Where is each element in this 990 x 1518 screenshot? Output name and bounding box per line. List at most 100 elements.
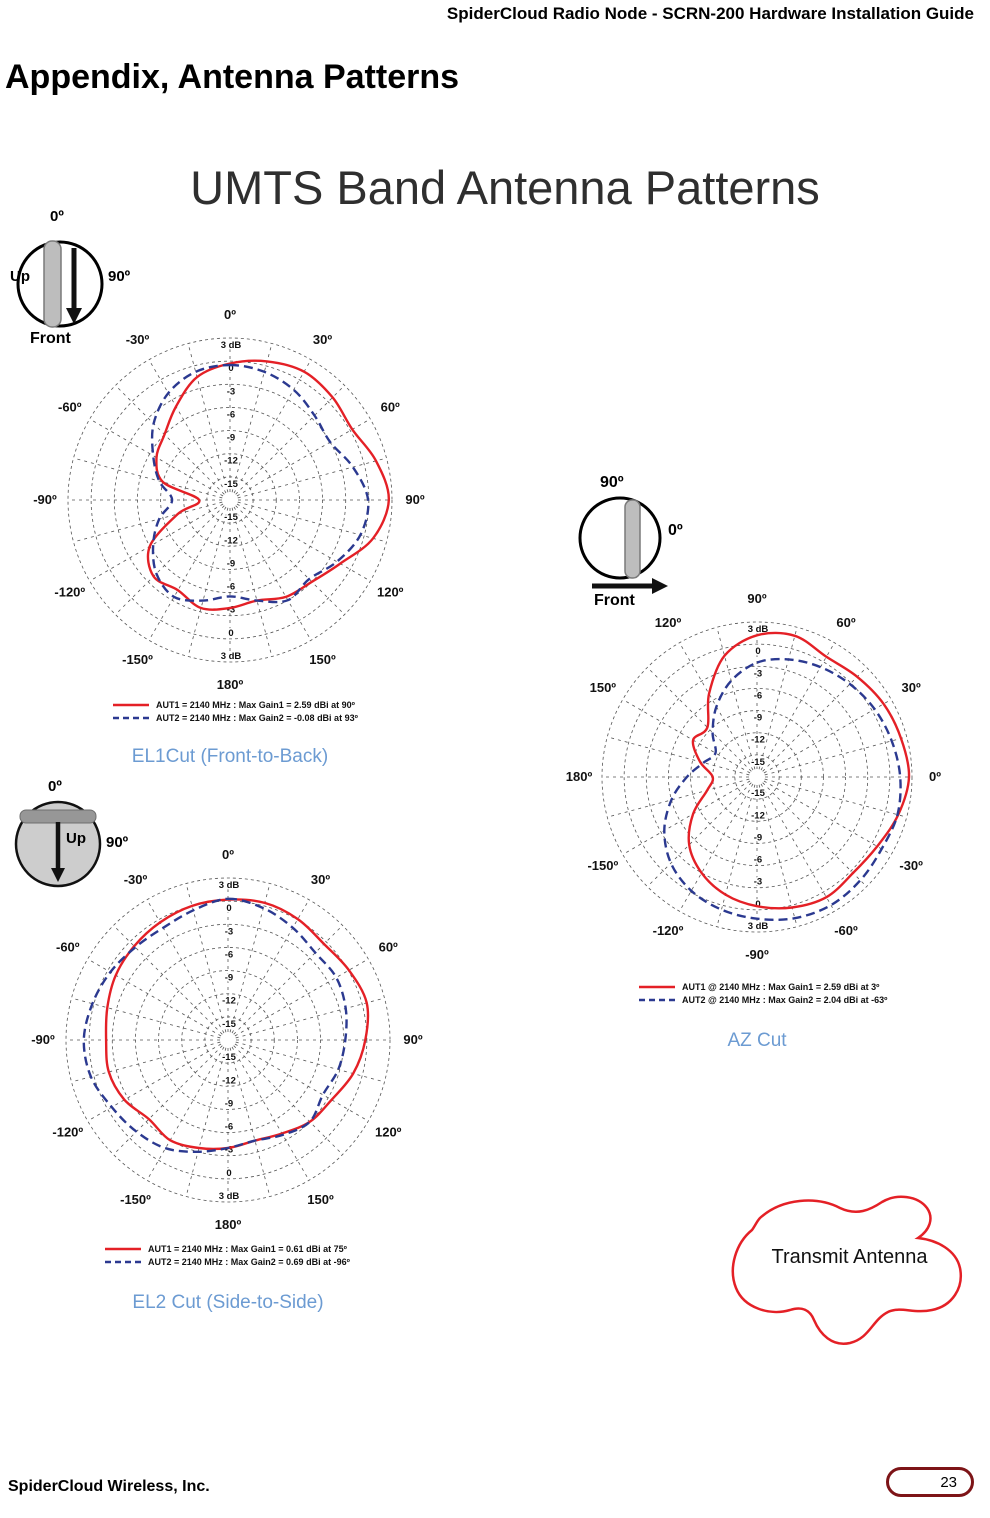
svg-text:-30º: -30º (126, 332, 150, 347)
svg-text:-15: -15 (224, 479, 238, 490)
legend-entry: AUT2 = 2140 MHz : Max Gain2 = 0.69 dBi a… (104, 1257, 404, 1267)
legend-entry: AUT1 = 2140 MHz : Max Gain1 = 0.61 dBi a… (104, 1244, 404, 1254)
legend-entry: AUT2 = 2140 MHz : Max Gain2 = -0.08 dBi … (112, 713, 412, 723)
az-orientation-icon: 90º 0º Front (570, 474, 720, 616)
el1-legend: AUT1 = 2140 MHz : Max Gain1 = 2.59 dBi a… (112, 700, 412, 723)
up-label: Up (66, 830, 86, 847)
svg-text:-6: -6 (227, 409, 235, 420)
svg-text:-9: -9 (754, 832, 762, 843)
page-title: Appendix, Antenna Patterns (5, 58, 460, 96)
el2-legend: AUT1 = 2140 MHz : Max Gain1 = 0.61 dBi a… (104, 1244, 404, 1267)
svg-text:0: 0 (228, 363, 233, 374)
svg-text:-3: -3 (227, 605, 235, 616)
up-label: Up (10, 268, 30, 285)
legend-text: AUT2 @ 2140 MHz : Max Gain2 = 2.04 dBi a… (682, 995, 888, 1005)
front-label: Front (30, 330, 71, 347)
svg-text:120º: 120º (375, 1125, 402, 1140)
transmit-antenna-label: Transmit Antenna (771, 1246, 928, 1268)
antenna-face-view-icon (14, 800, 102, 888)
legend-entry: AUT1 = 2140 MHz : Max Gain1 = 2.59 dBi a… (112, 700, 412, 710)
svg-text:-9: -9 (754, 713, 762, 724)
el1-polar-chart: 0º 30º 60º 90º 120º 150º 180º -150º -120º -90º -60… (20, 290, 440, 710)
svg-text:-9: -9 (225, 973, 233, 984)
svg-text:0º: 0º (929, 769, 941, 784)
aut1-curve (104, 898, 370, 1151)
svg-text:-6: -6 (754, 855, 762, 866)
legend-text: AUT1 = 2140 MHz : Max Gain1 = 0.61 dBi a… (148, 1244, 347, 1254)
svg-text:0: 0 (755, 646, 760, 657)
page-number: 23 (940, 1473, 957, 1491)
svg-text:-15: -15 (751, 757, 765, 768)
svg-text:-120º: -120º (653, 923, 684, 938)
svg-text:180º: 180º (217, 677, 244, 692)
az-legend: AUT1 @ 2140 MHz : Max Gain1 = 2.59 dBi a… (638, 982, 938, 1005)
svg-text:-6: -6 (225, 949, 233, 960)
el1-caption: EL1Cut (Front-to-Back) (131, 746, 329, 767)
solid-line-sample (105, 1247, 141, 1251)
svg-text:180º: 180º (215, 1217, 242, 1232)
svg-text:-9: -9 (225, 1098, 233, 1109)
svg-text:0: 0 (228, 628, 233, 639)
svg-text:3 dB: 3 dB (221, 651, 242, 662)
aut2-curve (82, 897, 348, 1153)
svg-text:0º: 0º (224, 307, 236, 322)
svg-text:-12: -12 (222, 996, 236, 1007)
dashed-line-sample (105, 1260, 141, 1264)
el2-polar-chart: 0º 30º 60º 90º 120º 150º 180º -150º -120º -90º -60… (18, 830, 438, 1250)
svg-text:3 dB: 3 dB (219, 880, 240, 891)
svg-text:120º: 120º (377, 585, 404, 600)
svg-text:-90º: -90º (745, 947, 769, 962)
svg-text:-12: -12 (224, 535, 238, 546)
az-plot: 90º 60º 30º 0º -30º -60º -90º -120º -150º 180º 150… (566, 591, 941, 962)
aut2-curve (663, 657, 902, 921)
svg-text:-60º: -60º (834, 923, 858, 938)
svg-text:0: 0 (226, 903, 231, 914)
legend-text: AUT1 @ 2140 MHz : Max Gain1 = 2.59 dBi a… (682, 982, 880, 992)
svg-text:30º: 30º (313, 332, 332, 347)
angle-label-90: 90º (600, 474, 624, 491)
el2-orientation-icon: 0º Up 90º (8, 778, 158, 920)
svg-text:180º: 180º (566, 769, 593, 784)
page-number-badge: 23 (886, 1467, 974, 1497)
legend-text: AUT2 = 2140 MHz : Max Gain2 = -0.08 dBi … (156, 713, 358, 723)
svg-text:-90º: -90º (33, 492, 57, 507)
svg-text:60º: 60º (836, 615, 855, 630)
svg-text:60º: 60º (381, 400, 400, 415)
svg-text:-3: -3 (227, 386, 235, 397)
svg-text:-12: -12 (224, 456, 238, 467)
svg-text:-90º: -90º (31, 1032, 55, 1047)
svg-text:-120º: -120º (54, 585, 85, 600)
svg-text:3 dB: 3 dB (219, 1191, 240, 1202)
dashed-line-sample (113, 716, 149, 720)
angle-label-90: 90º (106, 834, 129, 851)
svg-text:150º: 150º (590, 680, 617, 695)
svg-text:-9: -9 (227, 558, 235, 569)
svg-text:-15: -15 (224, 512, 238, 523)
svg-text:-150º: -150º (122, 652, 153, 667)
el2-plot: 0º30º60º90º120º150º180º-150º-120º-90º-60… (31, 847, 423, 1232)
svg-text:-3: -3 (225, 926, 233, 937)
svg-text:3 dB: 3 dB (221, 340, 242, 351)
svg-text:150º: 150º (309, 652, 336, 667)
aut1-curve (687, 631, 911, 910)
front-label: Front (594, 592, 635, 609)
angle-label-0: 0º (48, 778, 62, 795)
svg-text:30º: 30º (311, 872, 330, 887)
legend-text: AUT1 = 2140 MHz : Max Gain1 = 2.59 dBi a… (156, 700, 355, 710)
svg-text:-3: -3 (225, 1145, 233, 1156)
el1-orientation-icon: 0º Up 90º Front (8, 208, 158, 350)
legend-entry: AUT2 @ 2140 MHz : Max Gain2 = 2.04 dBi a… (638, 995, 938, 1005)
svg-text:120º: 120º (655, 615, 682, 630)
svg-text:90º: 90º (747, 591, 766, 606)
svg-text:0: 0 (755, 899, 760, 910)
solid-line-sample (113, 703, 149, 707)
svg-text:-30º: -30º (899, 858, 923, 873)
svg-text:-12: -12 (751, 735, 765, 746)
legend-entry: AUT1 @ 2140 MHz : Max Gain1 = 2.59 dBi a… (638, 982, 938, 992)
svg-text:-150º: -150º (587, 858, 618, 873)
svg-text:60º: 60º (379, 940, 398, 955)
svg-text:3 dB: 3 dB (748, 921, 769, 932)
doc-header: SpiderCloud Radio Node - SCRN-200 Hardwa… (446, 4, 974, 23)
svg-text:-12: -12 (222, 1075, 236, 1086)
